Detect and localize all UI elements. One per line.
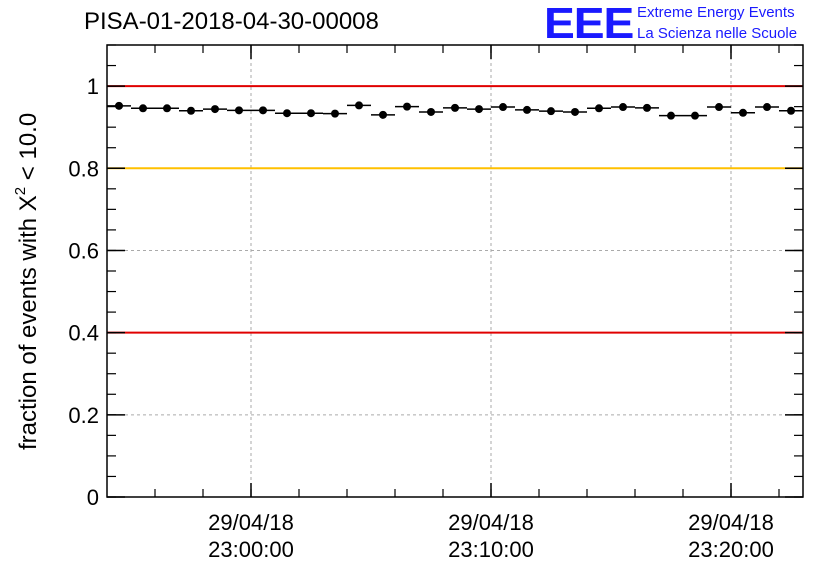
data-point: [643, 103, 651, 112]
axis-ticks: [107, 44, 803, 498]
x-tick-label-date: 29/04/18: [208, 510, 294, 535]
reference-lines: [107, 85, 803, 334]
data-point: [115, 101, 123, 110]
y-axis-title-tail: < 10.0: [15, 113, 42, 187]
data-point: [403, 102, 411, 111]
data-point: [523, 105, 531, 114]
y-tick-label: 1: [87, 74, 99, 99]
y-axis-title: fraction of events with X2 < 10.0: [12, 113, 42, 450]
data-point: [547, 107, 555, 116]
data-point: [187, 106, 195, 115]
data-point: [163, 104, 171, 113]
x-tick-label-date: 29/04/18: [688, 510, 774, 535]
data-points: [107, 101, 803, 120]
eee-logo: EEE Extreme Energy Events La Scienza nel…: [544, 2, 834, 46]
data-point: [427, 107, 435, 116]
y-tick-label: 0.4: [68, 321, 99, 346]
x-tick-label-time: 23:20:00: [688, 537, 774, 562]
y-axis-title-sup: 2: [12, 187, 29, 195]
plot-frame: [106, 44, 804, 498]
logo-line-1: Extreme Energy Events: [637, 4, 795, 21]
data-point: [619, 103, 627, 112]
x-tick-label-time: 23:00:00: [208, 537, 294, 562]
data-point: [595, 104, 603, 113]
data-point: [763, 103, 771, 112]
data-point: [139, 104, 147, 113]
data-point: [475, 105, 483, 114]
data-point: [355, 101, 363, 110]
y-tick-label: 0.8: [68, 156, 99, 181]
chart-title: PISA-01-2018-04-30-00008: [84, 8, 379, 35]
data-point: [235, 106, 243, 115]
data-point: [787, 106, 795, 115]
y-tick-label: 0.6: [68, 238, 99, 263]
data-point: [739, 108, 747, 117]
data-point: [715, 103, 723, 112]
data-point: [667, 111, 675, 120]
x-tick-label-time: 23:10:00: [448, 537, 534, 562]
data-point: [259, 106, 267, 115]
data-point: [691, 111, 699, 120]
data-point: [283, 109, 291, 118]
logo-line-2: La Scienza nelle Scuole: [637, 25, 798, 42]
data-point: [307, 109, 315, 118]
y-tick-label: 0.2: [68, 403, 99, 428]
grid: [107, 45, 803, 497]
data-point: [211, 105, 219, 114]
data-point: [451, 103, 459, 112]
data-point: [571, 107, 579, 116]
data-point: [499, 103, 507, 112]
x-tick-label-date: 29/04/18: [448, 510, 534, 535]
y-axis-title-main: fraction of events with X: [15, 195, 42, 450]
tick-labels: 00.20.40.60.8129/04/1823:00:0029/04/1823…: [68, 74, 773, 562]
logo-mark: EEE: [544, 0, 634, 48]
data-point: [379, 110, 387, 119]
data-point: [331, 109, 339, 118]
y-tick-label: 0: [87, 485, 99, 510]
